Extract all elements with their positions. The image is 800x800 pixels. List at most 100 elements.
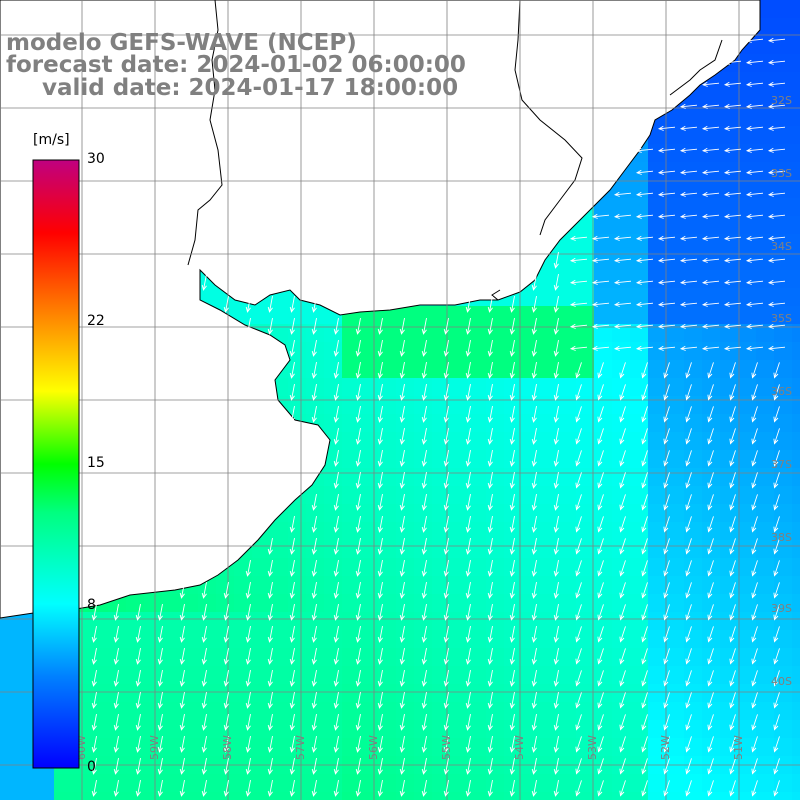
wind-arrow [685,736,692,753]
speed-cell [666,594,684,612]
speed-cell [522,486,540,504]
speed-cell [180,630,198,648]
wind-arrow [377,362,383,379]
wind-arrow [619,604,626,621]
speed-cell [306,576,324,594]
colorbar-tick-label: 22 [87,313,105,330]
latitude-label: 34S [771,240,792,253]
wind-arrow [531,736,537,753]
speed-cell [54,774,72,792]
wind-arrow [635,191,654,197]
speed-cell [396,576,414,594]
wind-arrow [685,494,692,511]
speed-cell [360,450,378,468]
speed-cell [792,540,800,558]
speed-cell [162,774,180,792]
wind-arrow [591,257,610,263]
speed-cell [90,648,108,666]
speed-cell [558,774,576,792]
speed-cell [360,684,378,702]
wind-arrow [701,125,720,131]
speed-cell [450,342,468,360]
speed-cell [252,306,270,324]
speed-cell [540,270,558,288]
wind-arrow [289,516,295,533]
wind-arrow [245,670,251,687]
wind-arrow [641,560,648,577]
speed-cell [558,558,576,576]
speed-cell [738,648,756,666]
speed-cell [180,792,198,800]
speed-cell [792,270,800,288]
wind-arrow [443,648,449,665]
wind-arrow [399,428,405,445]
speed-cell [378,432,396,450]
wind-arrow [443,406,449,423]
speed-cell [252,738,270,756]
speed-cell [342,720,360,738]
speed-cell [432,414,450,432]
wind-arrow [701,169,720,175]
speed-cell [792,738,800,756]
speed-cell [738,270,756,288]
speed-cell [18,792,36,800]
speed-cell [702,342,720,360]
speed-cell [774,216,792,234]
speed-cell [468,792,486,800]
wind-arrow [657,279,676,285]
wind-arrow [553,274,559,291]
speed-cell [450,468,468,486]
speed-cell [756,522,774,540]
wind-arrow [663,670,670,687]
speed-cell [0,666,18,684]
speed-cell [450,594,468,612]
speed-cell [288,612,306,630]
speed-cell [522,360,540,378]
speed-cell [612,360,630,378]
wind-arrow [289,340,295,357]
speed-cell [648,216,666,234]
wind-arrow [723,213,742,219]
speed-cell [486,450,504,468]
speed-cell [450,648,468,666]
wind-arrow [509,516,515,533]
speed-cell [342,630,360,648]
speed-cell [342,774,360,792]
wind-arrow [377,318,383,335]
speed-cell [756,450,774,468]
speed-cell [774,18,792,36]
longitude-label: 59W [148,735,161,760]
speed-cell [738,702,756,720]
speed-cell [324,612,342,630]
wind-arrow [333,758,339,775]
wind-arrow [685,472,692,489]
speed-cell [540,378,558,396]
wind-arrow [701,301,720,307]
speed-cell [738,504,756,522]
speed-cell [738,198,756,216]
speed-cell [360,594,378,612]
wind-arrow [113,670,119,687]
wind-arrow [333,626,339,643]
wind-arrow [245,780,251,797]
speed-cell [378,720,396,738]
wind-arrow [245,692,251,709]
speed-cell [486,540,504,558]
speed-cell [288,540,306,558]
wind-arrow [333,692,339,709]
speed-cell [396,360,414,378]
wind-arrow [399,538,405,555]
wind-arrow [531,318,537,335]
speed-cell [738,288,756,306]
wind-arrow [663,582,670,599]
speed-cell [666,108,684,126]
speed-cell [360,792,378,800]
speed-cell [666,144,684,162]
wind-arrow [333,648,339,665]
speed-cell [324,702,342,720]
speed-cell [360,522,378,540]
wind-arrow [591,301,610,307]
wind-arrow [679,279,698,285]
speed-cell [720,594,738,612]
wind-arrow [553,758,559,775]
